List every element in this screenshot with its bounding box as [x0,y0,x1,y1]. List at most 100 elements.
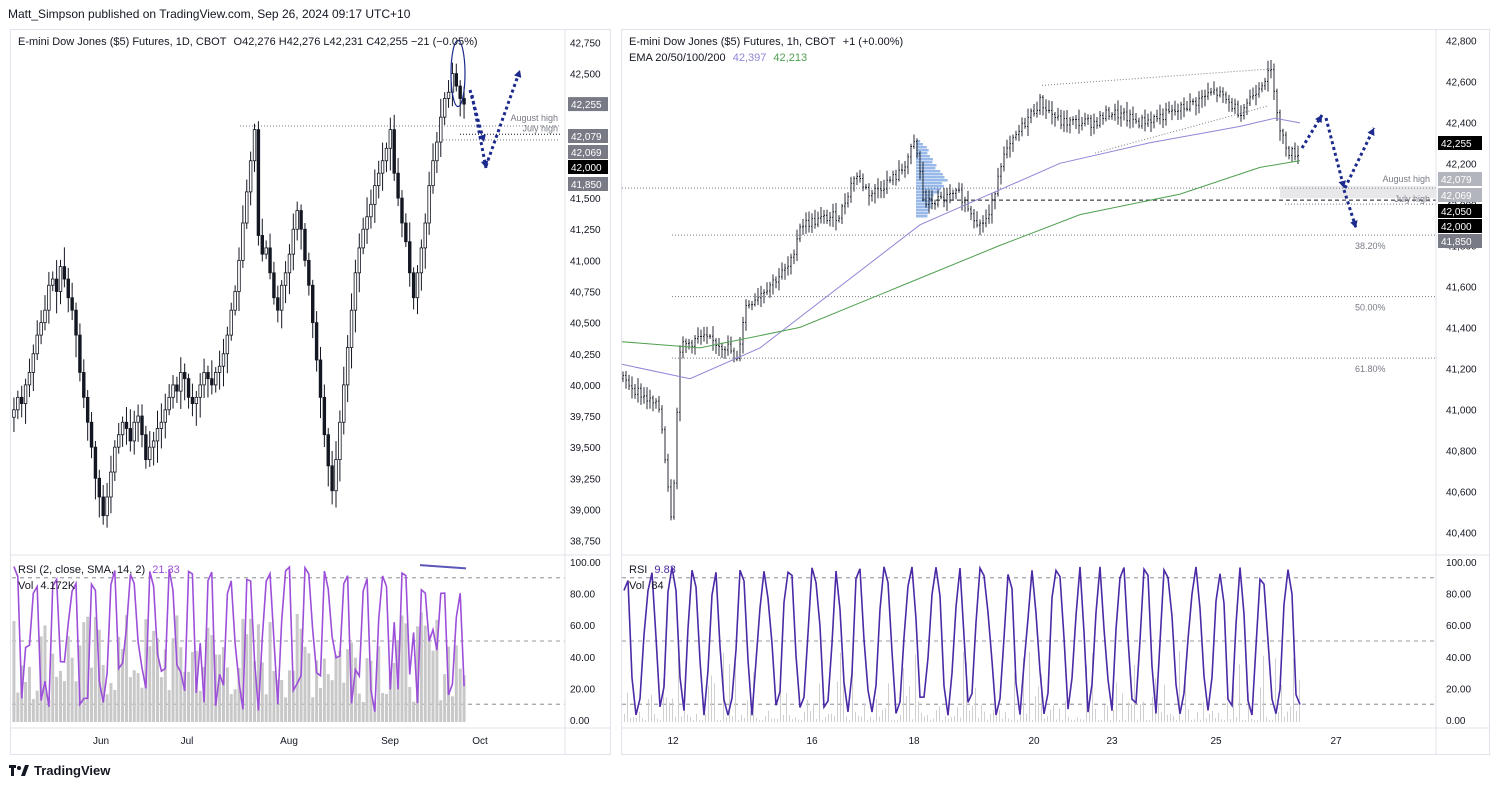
left-volume-bar [326,674,330,722]
ema-label: EMA 20/50/100/200 [629,52,726,64]
right-volume-bar [627,692,628,722]
left-volume-bar [113,689,117,722]
right-fib-label-2: 61.80% [1355,364,1386,374]
right-y-tick-12: 40,400 [1446,528,1477,539]
right-volume-bar [678,658,679,722]
right-annotation-july-high: July high [1394,194,1430,204]
left-volume-bar [381,693,385,722]
right-volume-bar [762,719,763,722]
left-price-tag [568,177,608,191]
right-volume-bar [1227,702,1228,722]
left-volume-bar [229,694,233,722]
left-candle-body [334,459,338,492]
left-volume-bar [338,650,342,722]
left-volume-bar [132,670,136,722]
right-y-tick-2: 42,400 [1446,118,1477,129]
right-volume-bar [888,683,889,722]
right-volume-bar [1236,717,1237,722]
left-volume-bar [439,700,443,722]
right-volume-bar [798,719,799,722]
left-volume-bar [295,614,299,722]
right-volume-bar [1206,718,1207,722]
left-candle-body [74,309,78,336]
right-volume-bar [675,716,676,722]
left-volume-bar [342,682,346,722]
left-candle-body [411,272,416,299]
right-price-tag-text: 42,069 [1441,191,1472,202]
right-volume-bar [1176,719,1177,722]
right-volume-bar [759,719,760,722]
left-volume-bar [423,625,427,722]
left-candle-body [349,309,354,348]
right-volume-bar [822,719,823,722]
left-volume-bar [55,676,59,722]
left-y-tick-10: 40,250 [570,350,601,361]
right-y-tick-10: 40,800 [1446,446,1477,457]
right-volume-bar [1224,720,1225,722]
left-candle-body [330,465,334,492]
right-projection-arrow-up-1-head [1315,115,1322,123]
right-volume-bar [774,718,775,722]
left-volume-bar [322,658,326,722]
tradingview-logo[interactable]: TradingView [9,763,110,778]
right-volume-bar [1296,710,1297,722]
left-x-tick-1: Jul [181,736,194,747]
right-y-tick-8: 41,200 [1446,364,1477,375]
right-volume-bar [1167,714,1168,722]
right-volume-bar [1113,709,1114,722]
right-y-tick-6: 41,600 [1446,282,1477,293]
right-volume-bar [1068,717,1069,722]
right-volume-bar [1128,702,1129,722]
left-rsi-value: 21.33 [152,564,180,576]
right-volume-bar [921,712,922,722]
right-volume-bar [816,718,817,722]
left-volume-bar [27,666,31,722]
right-volume-profile-bar [916,200,933,203]
right-volume-bar [1122,693,1123,722]
right-volume-bar [795,717,796,722]
right-rsi-tick-2: 60.00 [1446,621,1471,632]
right-volume-bar [1233,685,1234,722]
right-volume-bar [1149,719,1150,722]
right-volume-bar [1104,704,1105,722]
right-volume-bar [1023,657,1024,722]
left-candle-body [16,396,20,411]
right-volume-bar [831,713,832,722]
left-volume-bar [86,616,90,722]
left-y-tick-14: 39,250 [570,474,601,485]
right-symbol-label: E-mini Dow Jones ($5) Futures, 1h, CBOT [629,36,836,48]
right-price-tag [1438,219,1482,233]
left-candle-body [408,241,412,274]
left-rsi-tick-0: 100.00 [570,558,601,569]
left-price-tag-text: 42,079 [571,132,602,143]
left-rsi-name: RSI (2, close, SMA, 14, 2) [18,564,146,576]
right-volume-bar [1131,704,1132,722]
right-volume-bar [1248,692,1249,722]
left-candle-body [182,372,187,380]
right-volume-bar [834,715,835,722]
left-candle-body [113,446,117,473]
left-candle-body [202,372,206,386]
right-volume-bar [1044,718,1045,722]
right-volume-bar [864,703,865,722]
left-volume-bar [101,664,105,722]
left-candle-body [380,160,385,174]
right-volume-bar [651,694,652,722]
left-candle-body [225,334,230,355]
right-volume-bar [975,687,976,722]
left-price-tag-text: 42,255 [571,100,602,111]
left-volume-bar [66,636,70,722]
right-price-tag-text: 42,255 [1441,139,1472,150]
left-candle-body [194,396,199,404]
left-volume-bar [62,681,66,722]
right-vol-value: 84 [651,580,664,592]
right-price-tag [1438,172,1482,186]
right-volume-bar [1215,717,1216,722]
right-volume-bar [1080,719,1081,722]
right-volume-bar [1062,719,1063,722]
right-y-tick-3: 42,200 [1446,159,1477,170]
left-volume-bar [82,622,86,722]
left-rsi-legend: RSI (2, close, SMA, 14, 2) 21.33 [18,564,184,576]
right-volume-bar [909,686,910,722]
